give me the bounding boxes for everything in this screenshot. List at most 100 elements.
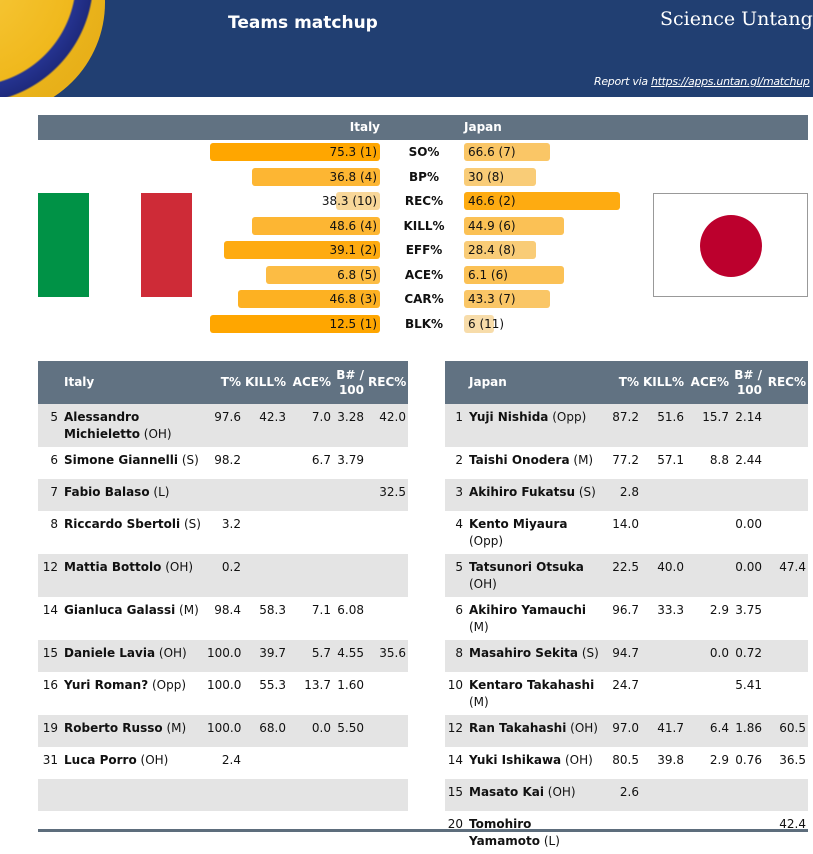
player-name: Taishi Onodera (469, 453, 570, 467)
header-col-3: B# / 100 (333, 361, 366, 404)
stat-cell: 100.0 (207, 678, 242, 692)
table-row: 19 Roberto Russo (M) 100.0 68.0 0.0 5.50 12 Ran… (38, 715, 808, 747)
player-name-cell: Masahiro Sekita (S) (465, 640, 605, 672)
stat-cell: 3.75 (735, 603, 762, 617)
stat-cell (686, 479, 731, 511)
player-name-cell: Roberto Russo (M) (60, 715, 205, 747)
stat-cell: 5.50 (333, 715, 366, 747)
japan-flag (653, 193, 808, 297)
player-position: (M) (166, 721, 187, 735)
player-position: (M) (179, 603, 199, 617)
left-stat-bar (336, 192, 380, 210)
stat-cell: 42.4 (779, 817, 806, 831)
table-row: 15 Daniele Lavia (OH) 100.0 39.7 5.7 4.55 35.6… (38, 640, 808, 672)
stat-cell (764, 404, 808, 447)
stat-label: ACE% (404, 267, 444, 282)
stat-cell: 7.0 (288, 404, 333, 447)
stat-cell: 55.3 (259, 678, 286, 692)
player-position: (OH) (469, 577, 497, 591)
player-name: Daniele Lavia (64, 646, 156, 660)
player-position: (S) (183, 517, 201, 531)
player-number: 31 (42, 753, 58, 767)
stat-cell: 58.3 (259, 603, 286, 617)
brand-logo: Science Untangled (660, 8, 813, 30)
players-table: Italy T% KILL% ACE% B# / 100 REC% Japan T% KILL%… (38, 361, 808, 854)
left-stat-bar (210, 143, 380, 161)
stat-label: BP% (409, 169, 439, 184)
stat-cell: 2.44 (735, 453, 762, 467)
stat-cell (205, 479, 243, 511)
stat-cell (764, 597, 808, 640)
stat-cell: 6.7 (311, 453, 331, 467)
player-position: (OH) (570, 721, 598, 735)
empty-cell (333, 779, 366, 811)
player-number: 4 (455, 517, 463, 531)
stat-cell: 4.55 (333, 640, 366, 672)
player-number: 8 (445, 640, 465, 672)
page-title: Teams matchup (228, 13, 378, 33)
stat-cell (641, 811, 686, 854)
stat-cell: 94.7 (605, 640, 641, 672)
matchup-row: 36.8 (4) BP% 30 (8) (0, 166, 813, 191)
stat-cell (764, 640, 808, 672)
report-prefix: Report via (594, 75, 648, 88)
stat-cell: 6.08 (337, 603, 364, 617)
stat-cell (288, 511, 333, 554)
left-stat-value: 38.3 (10) (321, 194, 377, 208)
player-name-cell: Tatsunori Otsuka (OH) (465, 554, 605, 597)
player-number: 10 (447, 678, 463, 692)
report-credit: Report via https://apps.untan.gl/matchup (594, 75, 810, 88)
report-link[interactable]: https://apps.untan.gl/matchup (650, 75, 810, 88)
stat-cell: 2.8 (605, 479, 641, 511)
left-stat-value: 46.8 (3) (329, 292, 377, 306)
player-name: Riccardo Sbertoli (64, 517, 181, 531)
player-position: (OH) (143, 427, 172, 441)
player-position: (M) (469, 620, 489, 634)
header-col-2: ACE% (686, 361, 731, 404)
player-name-cell: Daniele Lavia (OH) (60, 640, 205, 672)
stat-cell: 5.41 (735, 678, 762, 692)
left-stat-value: 6.8 (5) (337, 267, 377, 282)
player-name-cell: Alessandro Michieletto (OH) (60, 404, 205, 447)
empty-cell (333, 811, 366, 854)
stat-cell: 2.14 (731, 404, 764, 447)
header-num-col (445, 361, 465, 404)
header-gap (408, 361, 445, 404)
player-number: 14 (447, 753, 463, 767)
player-number: 15 (38, 640, 60, 672)
player-name-cell: Masato Kai (OH) (465, 779, 605, 811)
matchup-row: 46.8 (3) CAR% 43.3 (7) (0, 288, 813, 313)
player-position: (Opp) (469, 534, 504, 548)
stat-cell (764, 511, 808, 554)
player-name: Luca Porro (64, 753, 137, 767)
stat-cell (366, 447, 408, 479)
stat-cell: 13.7 (304, 678, 331, 692)
right-stat-value: 30 (8) (468, 169, 505, 184)
player-name-cell: Riccardo Sbertoli (S) (60, 511, 205, 554)
stat-cell: 97.0 (605, 715, 641, 747)
stat-cell: 0.00 (731, 554, 764, 597)
stat-cell (764, 447, 808, 479)
right-stat-bar (464, 167, 536, 186)
matchup-row: 6.8 (5) ACE% 6.1 (6) (0, 264, 813, 289)
stat-cell (243, 447, 288, 479)
stat-cell: 98.4 (214, 603, 241, 617)
stat-cell (243, 479, 288, 511)
matchup-header: Italy Japan (38, 115, 808, 140)
right-stat-bar (464, 216, 564, 235)
left-stat-value: 36.8 (4) (329, 169, 377, 184)
page-header: Teams matchup Science Untangled Report v… (0, 0, 813, 97)
player-name: Akihiro Yamauchi (469, 603, 586, 617)
player-number: 6 (50, 453, 58, 467)
right-stat-bar (464, 241, 536, 259)
header-col-0: T% (205, 361, 243, 404)
stat-cell: 42.3 (243, 404, 288, 447)
stat-label: BLK% (404, 316, 444, 331)
player-name-cell: Ran Takahashi (OH) (465, 715, 605, 747)
stat-cell: 2.9 (709, 603, 729, 617)
stat-cell (641, 640, 686, 672)
player-name: Masahiro Sekita (469, 646, 578, 660)
player-name: Kentaro Takahashi (469, 678, 595, 692)
empty-cell (38, 811, 60, 854)
gap-cell (408, 511, 445, 554)
